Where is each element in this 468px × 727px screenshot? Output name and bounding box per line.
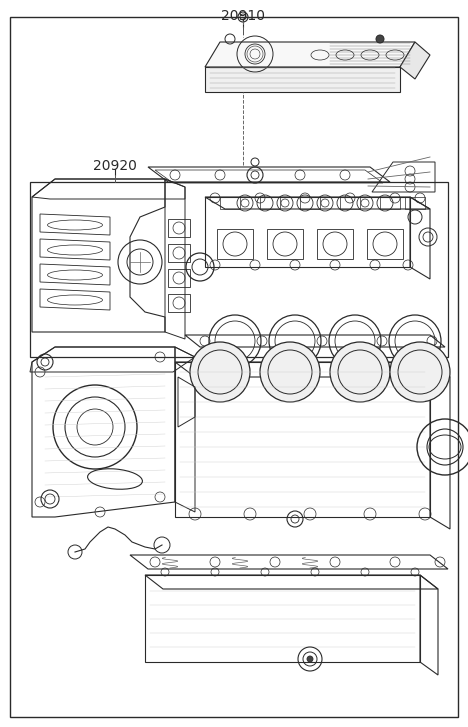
Bar (168, 269, 190, 287)
Bar (267, 229, 303, 259)
Polygon shape (400, 42, 430, 79)
Bar (405, 197, 425, 209)
Bar (317, 229, 353, 259)
Bar (367, 229, 403, 259)
Bar (340, 197, 360, 209)
Polygon shape (205, 67, 400, 92)
Text: 20920: 20920 (93, 159, 137, 173)
Text: 20910: 20910 (221, 9, 265, 23)
Circle shape (260, 342, 320, 402)
Circle shape (307, 656, 313, 662)
Bar (168, 219, 190, 237)
Bar (380, 197, 400, 209)
Bar (260, 197, 280, 209)
Bar (168, 294, 190, 312)
Bar (217, 229, 253, 259)
Circle shape (190, 342, 250, 402)
Bar (30, 182, 448, 357)
Circle shape (330, 342, 390, 402)
Polygon shape (205, 42, 415, 67)
Bar (168, 244, 190, 262)
Circle shape (376, 35, 384, 43)
Circle shape (390, 342, 450, 402)
Bar (220, 197, 240, 209)
Bar (300, 197, 320, 209)
